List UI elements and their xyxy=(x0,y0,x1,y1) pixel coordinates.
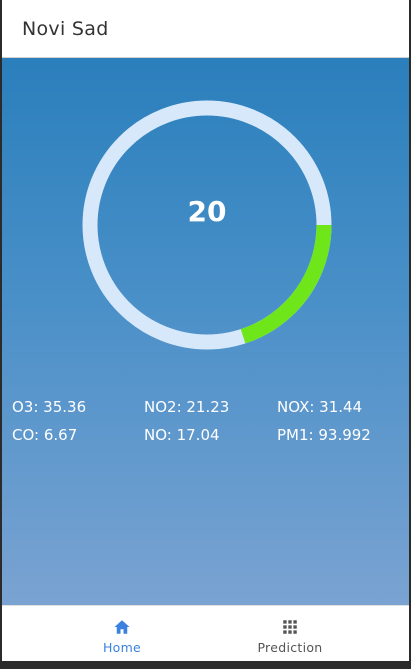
page-title: Novi Sad xyxy=(22,18,109,40)
metric-co: CO: 6.67 xyxy=(12,426,78,444)
aqi-value: 20 xyxy=(187,195,227,228)
gauge-progress-arc xyxy=(82,100,332,350)
metric-pm1: PM1: 93.992 xyxy=(277,426,371,444)
nav-prediction[interactable]: Prediction xyxy=(230,606,350,661)
aqi-gauge: 20 xyxy=(80,98,334,352)
metric-no2: NO2: 21.23 xyxy=(144,398,230,416)
bottom-navigation: Home Prediction xyxy=(2,605,409,661)
home-icon xyxy=(114,620,130,634)
grid-icon xyxy=(283,620,297,634)
air-quality-panel: 20 O3: 35.36 NO2: 21.23 NOX: 31.44 CO: 6… xyxy=(2,58,409,605)
metric-no: NO: 17.04 xyxy=(144,426,220,444)
metric-nox: NOX: 31.44 xyxy=(277,398,363,416)
app-screen: Novi Sad 20 O3: 35.36 NO2: 21.23 NOX: 31… xyxy=(2,0,409,661)
nav-prediction-label: Prediction xyxy=(257,640,323,655)
nav-home-label: Home xyxy=(102,640,142,655)
metric-o3: O3: 35.36 xyxy=(12,398,87,416)
app-bar: Novi Sad xyxy=(2,0,409,58)
aqi-gauge-ring xyxy=(82,100,332,350)
system-bottom-bar xyxy=(0,661,411,669)
nav-home[interactable]: Home xyxy=(62,606,182,661)
